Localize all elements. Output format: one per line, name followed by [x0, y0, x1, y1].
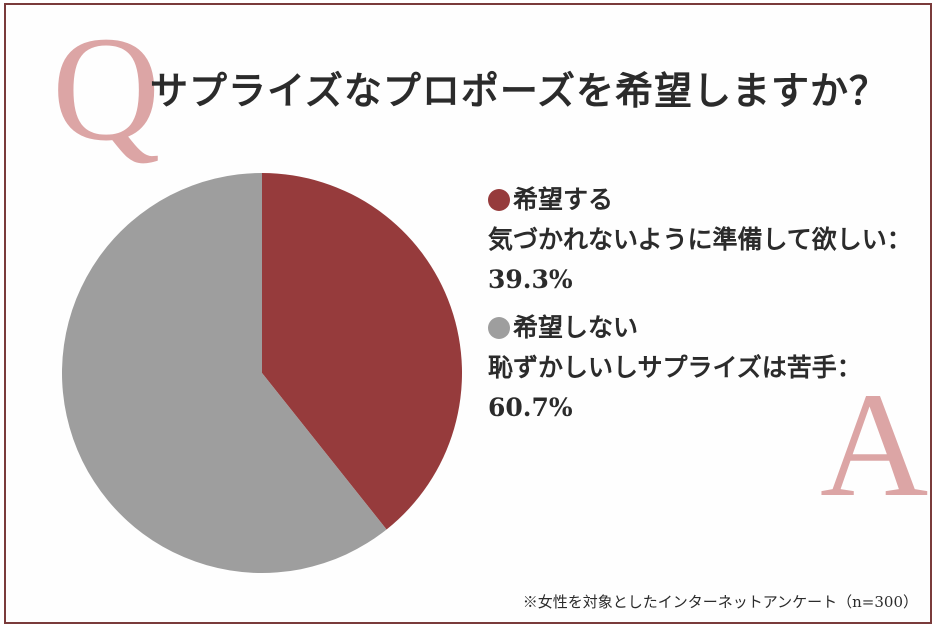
pie-slice-no	[61, 173, 387, 573]
pie-chart	[61, 173, 462, 573]
legend-desc: 気づかれないように準備して欲しい：	[488, 225, 912, 254]
legend: 希望する 気づかれないように準備して欲しい： 39.3% 希望しない 恥ずかしい…	[488, 180, 912, 436]
q-letter: Q	[52, 6, 161, 172]
legend-label: 希望する	[513, 185, 614, 214]
legend-desc: 恥ずかしいしサプライズは苦手：	[488, 353, 862, 382]
legend-dot-gray-icon	[488, 317, 510, 339]
chart-title: サプライズなプロポーズを希望しますか？	[150, 68, 888, 113]
legend-value: 39.3%	[488, 265, 573, 294]
legend-value: 60.7%	[488, 393, 573, 422]
legend-item-no: 希望しない 恥ずかしいしサプライズは苦手： 60.7%	[488, 308, 912, 428]
footnote: ※女性を対象としたインターネットアンケート（n=300）	[522, 593, 918, 611]
a-letter: A	[820, 362, 929, 528]
pie-slice-yes	[262, 173, 462, 530]
legend-dot-red-icon	[488, 189, 510, 211]
legend-label: 希望しない	[513, 313, 639, 342]
legend-item-yes: 希望する 気づかれないように準備して欲しい： 39.3%	[488, 180, 912, 300]
